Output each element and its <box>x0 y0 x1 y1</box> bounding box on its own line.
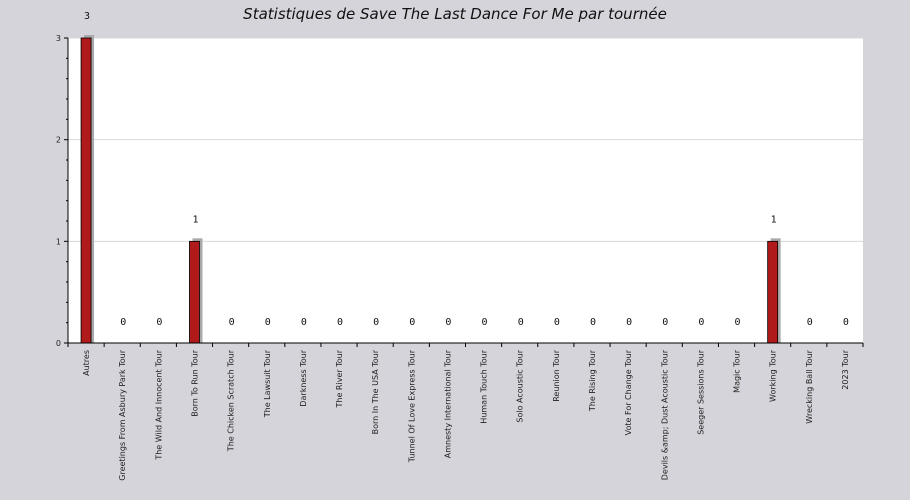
x-tick-label: Born To Run Tour <box>190 349 199 416</box>
x-tick-label: Greetings From Asbury Park Tour <box>118 349 127 480</box>
x-tick-label: Magic Tour <box>733 349 742 393</box>
data-label: 0 <box>301 317 307 328</box>
x-tick-label: Born In The USA Tour <box>371 349 380 434</box>
plot-area <box>68 38 863 343</box>
data-label: 0 <box>229 317 235 328</box>
data-label: 0 <box>265 317 271 328</box>
data-label: 0 <box>735 317 741 328</box>
bar <box>767 240 779 344</box>
x-tick-label: Darkness Tour <box>299 349 308 406</box>
data-label: 0 <box>662 317 668 328</box>
y-tick-label: 2 <box>56 136 61 145</box>
data-label: 1 <box>771 214 777 225</box>
bar <box>189 240 200 344</box>
x-tick-label: Autres <box>82 350 91 376</box>
x-tick-label: The Rising Tour <box>588 349 597 412</box>
x-tick-label: The Wild And Innocent Tour <box>154 349 163 460</box>
data-label: 3 <box>84 11 90 22</box>
data-label: 0 <box>337 317 343 328</box>
x-tick-label: Amnesty International Tour <box>443 349 452 458</box>
data-label: 0 <box>590 317 596 328</box>
bar <box>80 37 92 344</box>
data-label: 0 <box>554 317 560 328</box>
data-label: 0 <box>843 317 849 328</box>
x-tick-label: Tunnel Of Love Express Tour <box>407 349 416 463</box>
x-tick-label: Solo Acoustic Tour <box>516 349 525 422</box>
x-tick-label: Human Touch Tour <box>480 349 489 423</box>
x-tick-label: 2023 Tour <box>841 349 850 389</box>
x-tick-label: The River Tour <box>335 349 344 408</box>
data-label: 0 <box>482 317 488 328</box>
x-tick-label: Working Tour <box>769 349 778 402</box>
x-tick-label: Seeger Sessions Tour <box>696 349 705 434</box>
data-label: 0 <box>626 317 632 328</box>
y-tick-label: 1 <box>56 237 61 246</box>
chart-title: Statistiques de Save The Last Dance For … <box>243 5 667 23</box>
data-label: 0 <box>409 317 415 328</box>
data-label: 0 <box>373 317 379 328</box>
x-tick-label: The Lawsuit Tour <box>263 349 272 418</box>
x-tick-label: The Chicken Scratch Tour <box>227 349 236 452</box>
data-label: 0 <box>156 317 162 328</box>
data-label: 0 <box>445 317 451 328</box>
data-label: 1 <box>192 214 198 225</box>
x-tick-label: Wrecking Ball Tour <box>805 349 814 423</box>
x-tick-label: Vote For Change Tour <box>624 349 633 435</box>
x-tick-label: Devils &amp; Dust Acoustic Tour <box>660 349 669 480</box>
data-label: 0 <box>698 317 704 328</box>
data-label: 0 <box>120 317 126 328</box>
y-tick-label: 0 <box>56 339 61 348</box>
y-tick-label: 3 <box>56 34 61 43</box>
data-label: 0 <box>518 317 524 328</box>
data-label: 0 <box>807 317 813 328</box>
x-tick-label: Reunion Tour <box>552 349 561 401</box>
